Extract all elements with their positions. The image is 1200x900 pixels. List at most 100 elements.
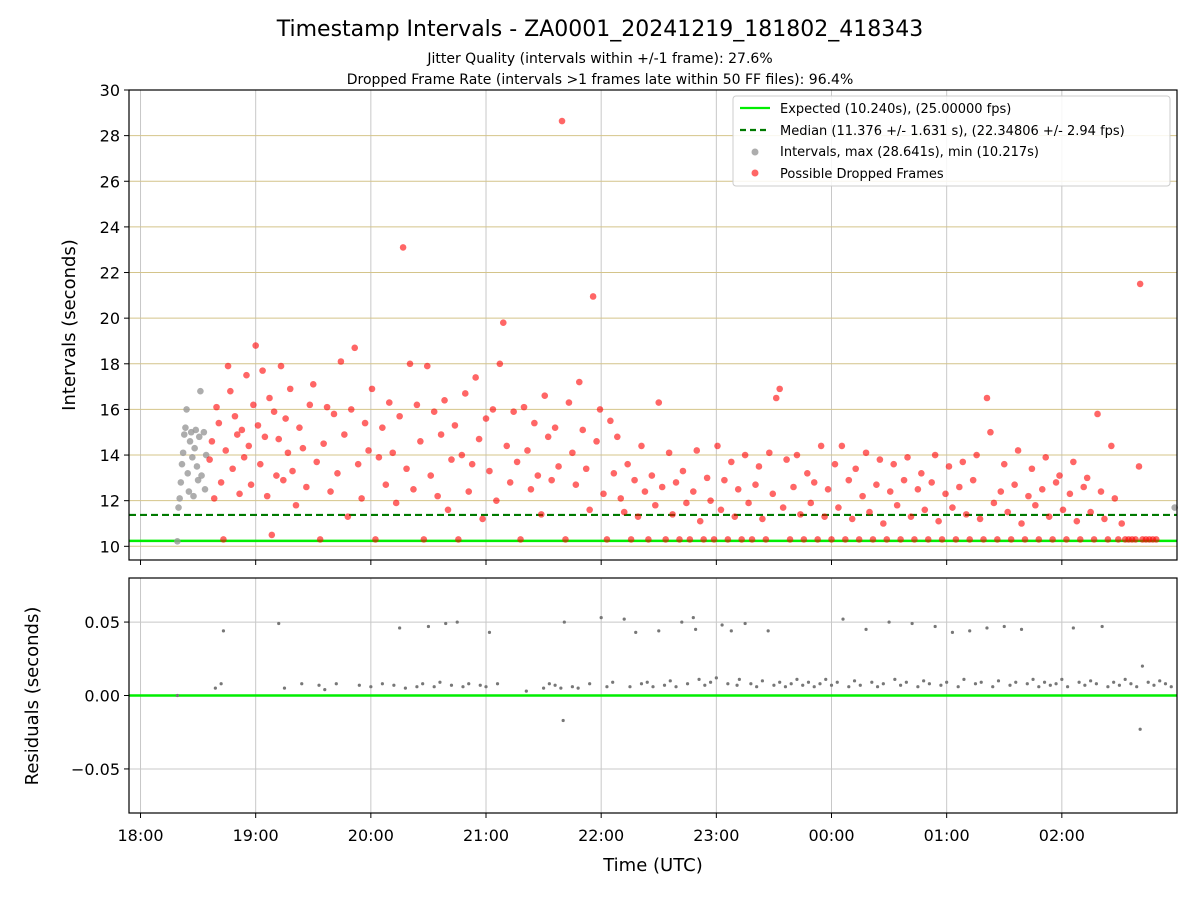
dropped-frame-point: [786, 536, 794, 543]
residual-point: [1089, 679, 1093, 683]
residual-point: [1146, 680, 1150, 684]
residual-point: [927, 682, 931, 686]
residual-point: [703, 683, 707, 687]
residual-point: [962, 677, 966, 681]
dropped-frame-point: [1101, 515, 1108, 523]
residual-point: [829, 683, 834, 687]
dropped-frame-point: [229, 465, 236, 473]
dropped-frame-point: [296, 424, 303, 431]
residual-point: [524, 689, 528, 693]
dropped-frame-point: [914, 485, 922, 493]
dropped-frame-point: [208, 438, 216, 445]
dropped-frame-point: [1042, 454, 1050, 461]
dropped-frame-point: [434, 492, 441, 500]
dropped-frame-point: [233, 431, 241, 438]
dropped-frame-point: [385, 399, 393, 406]
dropped-frame-point: [236, 490, 243, 498]
dropped-frame-point: [593, 438, 600, 445]
dropped-frame-point: [243, 371, 250, 379]
residual-point: [213, 686, 217, 690]
dropped-frame-point: [1059, 506, 1067, 514]
dropped-frame-point: [344, 513, 352, 520]
bottom-x-tick-label: 00:00: [808, 826, 854, 845]
dropped-frame-point: [897, 536, 904, 543]
residual-point: [392, 683, 396, 687]
dropped-frame-point: [489, 406, 497, 413]
dropped-frame-point: [548, 476, 555, 484]
dropped-frame-point: [976, 515, 984, 523]
dropped-frame-point: [652, 501, 659, 509]
dropped-frame-point: [527, 485, 535, 493]
residual-point: [694, 627, 698, 632]
residual-point: [812, 685, 816, 689]
dropped-frame-point: [531, 419, 538, 427]
residual-point: [588, 682, 592, 686]
dropped-frame-point: [240, 454, 248, 461]
interval-point: [178, 460, 186, 468]
dropped-frame-point: [541, 392, 549, 400]
residual-point: [1112, 680, 1116, 684]
residual-point: [1123, 677, 1127, 681]
dropped-frame-point: [734, 485, 742, 493]
residual-point: [334, 682, 338, 686]
residual-point: [380, 682, 384, 686]
dropped-frame-point: [273, 472, 280, 479]
residual-point: [904, 680, 908, 684]
residual-point: [945, 680, 949, 684]
dropped-frame-point: [1004, 508, 1012, 516]
dropped-frame-point: [420, 536, 428, 543]
dropped-frame-point: [448, 456, 455, 463]
residual-point: [729, 629, 733, 633]
residual-point: [852, 679, 857, 683]
residual-point: [1048, 683, 1052, 687]
dropped-frame-point: [562, 536, 569, 543]
dropped-frame-point: [942, 490, 949, 498]
interval-point: [176, 495, 183, 502]
dropped-frame-point: [987, 428, 994, 436]
dropped-frame-point: [263, 492, 271, 500]
bottom-x-tick-label: 23:00: [693, 826, 739, 845]
dropped-frame-point: [303, 483, 310, 491]
residual-point: [1140, 664, 1145, 668]
dropped-frame-point: [755, 463, 763, 470]
bottom-y-axis-label: Residuals (seconds): [22, 607, 43, 786]
dropped-frame-point: [1083, 474, 1091, 482]
residual-point: [973, 682, 978, 686]
residual-point: [1060, 677, 1064, 681]
residual-point: [1054, 682, 1058, 686]
residual-point: [720, 623, 724, 627]
top-plot-frame: [128, 89, 1178, 561]
dropped-frame-point: [665, 449, 673, 457]
residual-point: [893, 677, 897, 681]
dropped-frame-point: [227, 387, 234, 395]
residual-point: [282, 686, 287, 690]
dropped-frame-point: [238, 426, 246, 434]
dropped-frame-point: [873, 481, 880, 489]
dropped-frame-point: [534, 472, 542, 479]
top-y-tick-label: 16: [100, 400, 120, 419]
residual-point: [1094, 682, 1098, 686]
dropped-frame-point: [537, 511, 545, 518]
dropped-frame-point: [365, 447, 372, 454]
residual-point: [772, 683, 776, 687]
dropped-frame-point: [334, 470, 341, 477]
interval-point: [195, 433, 203, 441]
dropped-frame-point: [900, 476, 908, 484]
dropped-frame-point: [772, 394, 780, 402]
legend-intervals-label: Intervals, max (28.641s), min (10.217s): [780, 145, 1039, 160]
dropped-frame-point: [859, 492, 866, 500]
residual-point: [1014, 680, 1018, 684]
dropped-frame-point: [444, 506, 452, 514]
dropped-frame-point: [1063, 536, 1070, 543]
dropped-frame-point: [499, 319, 507, 327]
interval-point: [200, 428, 208, 436]
dropped-frame-point: [368, 385, 376, 393]
dropped-frame-point: [710, 536, 718, 543]
dropped-frame-point: [766, 449, 773, 457]
dropped-frame-point: [845, 476, 853, 484]
dropped-frame-point: [252, 342, 259, 349]
residual-point: [824, 677, 828, 681]
residual-point: [841, 617, 845, 621]
residual-point: [714, 676, 718, 680]
bottom-y-tick-label: −0.05: [71, 760, 120, 779]
